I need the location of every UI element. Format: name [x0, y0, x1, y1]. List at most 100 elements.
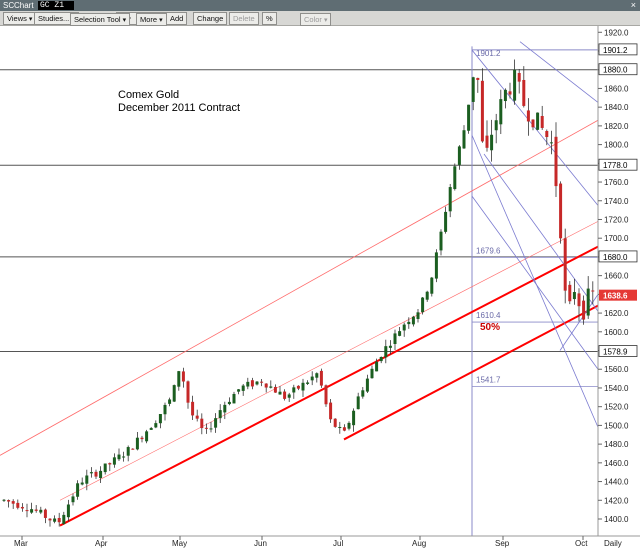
candle-body [283, 391, 287, 399]
candle-body [149, 428, 153, 430]
candle-body [227, 401, 231, 405]
level-badge [598, 345, 638, 357]
y-tick-label: 1820.0 [604, 122, 629, 131]
drawing-tools: 1901.2 1679.6 1610.4 1541.7 50% [0, 41, 599, 536]
x-tick-label: Apr [95, 539, 108, 548]
y-tick-label: 1800.0 [604, 141, 629, 150]
candle-body [273, 386, 277, 393]
candle-body [135, 437, 139, 450]
candle-body [430, 277, 434, 294]
candle-body [246, 381, 250, 387]
chart-tab[interactable]: Chart [14, 1, 34, 10]
candle-body [177, 371, 181, 387]
price-chart[interactable]: 1901.2 1679.6 1610.4 1541.7 50% 1400.0 1420.0… [0, 26, 640, 553]
candle-body [462, 130, 466, 149]
candle-body [39, 509, 43, 513]
candle-body [287, 394, 291, 398]
candle-body [195, 415, 199, 419]
candle-body [172, 385, 176, 402]
candle-body [264, 383, 268, 388]
candle-body [384, 346, 388, 358]
candle-body [499, 99, 503, 125]
candle-body [140, 437, 144, 440]
last-price-badge [599, 289, 637, 301]
candle-body [43, 509, 47, 518]
candle-body [163, 404, 167, 415]
candle-body [30, 509, 34, 513]
candle-body [112, 457, 116, 465]
candle-body [347, 422, 351, 429]
y-tick-label: 1500.0 [604, 421, 629, 430]
x-tick-label: Sep [495, 539, 510, 548]
candle-body [237, 389, 241, 392]
candle-body [425, 291, 429, 300]
candle-body [168, 399, 172, 404]
selection-tool-select[interactable]: Selection Tool [70, 13, 131, 26]
candle-body [85, 475, 89, 484]
candle-body [329, 402, 333, 420]
candle-body [232, 393, 236, 404]
change-button[interactable]: Change [193, 12, 228, 25]
candle-body [439, 231, 443, 251]
candle-body [453, 166, 457, 190]
y-tick-label: 1520.0 [604, 403, 629, 412]
candle-body [126, 447, 130, 456]
candle-body [572, 292, 576, 300]
candle-body [108, 463, 112, 465]
candle-body [7, 500, 11, 502]
candle-body [62, 514, 66, 525]
candle-body [34, 509, 38, 511]
candle-body [122, 456, 126, 458]
fork-line [471, 195, 599, 370]
level-badge [598, 63, 638, 76]
toolbar-row: Selection Tool Color [0, 12, 640, 26]
fork-line [471, 49, 599, 206]
candle-body [559, 183, 563, 239]
candle-body [89, 472, 93, 474]
candle-body [448, 187, 452, 212]
candle-body [402, 324, 406, 331]
candle-body [480, 80, 484, 142]
candle-body [53, 518, 57, 522]
percent-button[interactable]: % [262, 12, 277, 25]
candle-body [531, 119, 535, 128]
candle-body [209, 428, 213, 430]
candle-body [563, 238, 567, 291]
candle-body [250, 380, 254, 387]
candle-body [338, 426, 342, 428]
candle-body [582, 300, 586, 320]
fork-line [559, 294, 599, 351]
candle-body [76, 483, 80, 497]
candle-body [260, 381, 264, 383]
candle-body [48, 518, 52, 521]
period-label: Daily [604, 539, 622, 548]
candle-body [356, 396, 360, 410]
x-tick-label: Jul [333, 539, 343, 548]
candle-body [549, 142, 553, 144]
fork-line [471, 135, 599, 428]
symbol-field[interactable]: GC Z1 [38, 1, 74, 10]
candle-body [485, 135, 489, 148]
level-label: 1778.0 [603, 161, 628, 170]
y-tick-label: 1920.0 [604, 28, 629, 37]
chart-panel[interactable]: 1901.2 1679.6 1610.4 1541.7 50% 1400.0 1420.0… [0, 26, 640, 553]
candle-body [145, 431, 149, 442]
candle-body [310, 376, 314, 381]
candle-body [536, 112, 540, 130]
candle-body [476, 77, 480, 80]
level-badge [598, 250, 638, 263]
close-icon[interactable]: × [630, 0, 636, 10]
more-menu-button[interactable]: More [136, 13, 167, 26]
candle-body [154, 423, 158, 428]
candle-body [494, 120, 498, 131]
candle-body [490, 134, 494, 151]
delete-button[interactable]: Delete [229, 12, 259, 25]
candle-body [103, 463, 107, 473]
candle-body [324, 385, 328, 405]
color-button[interactable]: Color [300, 13, 332, 26]
swing-high-label: 1901.2 [476, 49, 501, 58]
candle-body [214, 418, 218, 428]
candle-body [591, 290, 595, 292]
studies-menu-button[interactable]: Studies... [34, 12, 79, 25]
fork-line [483, 153, 599, 312]
